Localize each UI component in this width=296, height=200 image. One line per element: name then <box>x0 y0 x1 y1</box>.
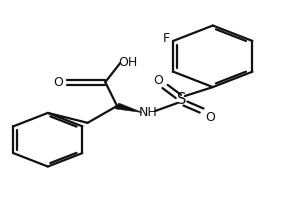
Text: S: S <box>177 92 186 107</box>
Text: O: O <box>205 111 215 124</box>
Polygon shape <box>115 103 141 112</box>
Text: O: O <box>53 76 63 89</box>
Text: OH: OH <box>119 56 138 69</box>
Text: F: F <box>162 32 170 45</box>
Text: O: O <box>153 74 163 87</box>
Text: NH: NH <box>139 106 157 119</box>
